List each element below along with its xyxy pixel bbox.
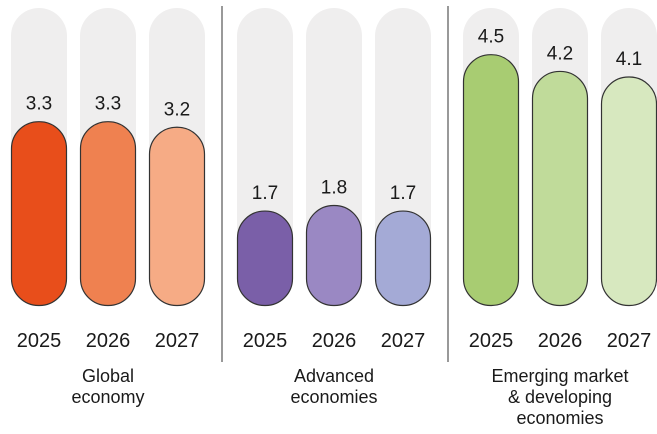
year-label: 2026 — [538, 330, 583, 352]
bar-2026 — [531, 70, 589, 307]
bar-2025 — [462, 54, 520, 307]
bar-2027 — [148, 126, 206, 307]
value-label: 3.3 — [26, 94, 52, 115]
group-label-line: & developing — [508, 387, 612, 407]
value-label: 1.8 — [321, 177, 347, 198]
bar-2025 — [236, 210, 294, 307]
bar-2027 — [374, 210, 432, 307]
bar-2027 — [600, 76, 657, 307]
value-label: 4.1 — [616, 49, 642, 70]
value-label: 1.7 — [252, 183, 278, 204]
year-label: 2026 — [312, 330, 357, 352]
year-label: 2027 — [381, 330, 426, 352]
value-label: 4.5 — [478, 27, 504, 48]
year-label: 2025 — [17, 330, 62, 352]
group-label-line: economies — [516, 408, 603, 428]
value-label: 1.7 — [390, 183, 416, 204]
group-label-line: Advanced — [294, 366, 374, 386]
value-label: 3.2 — [164, 99, 190, 120]
year-label: 2027 — [155, 330, 200, 352]
value-label: 4.2 — [547, 43, 573, 64]
group-label-line: economy — [71, 387, 144, 407]
year-label: 2026 — [86, 330, 131, 352]
group-label-line: Emerging market — [491, 366, 628, 386]
bar-2025 — [10, 121, 68, 307]
year-label: 2025 — [469, 330, 514, 352]
group-label-line: Global — [82, 366, 134, 386]
bar-2026 — [305, 204, 363, 307]
bar-2026 — [79, 121, 137, 307]
year-label: 2027 — [607, 330, 652, 352]
year-label: 2025 — [243, 330, 288, 352]
group-label-line: economies — [290, 387, 377, 407]
value-label: 3.3 — [95, 94, 121, 115]
